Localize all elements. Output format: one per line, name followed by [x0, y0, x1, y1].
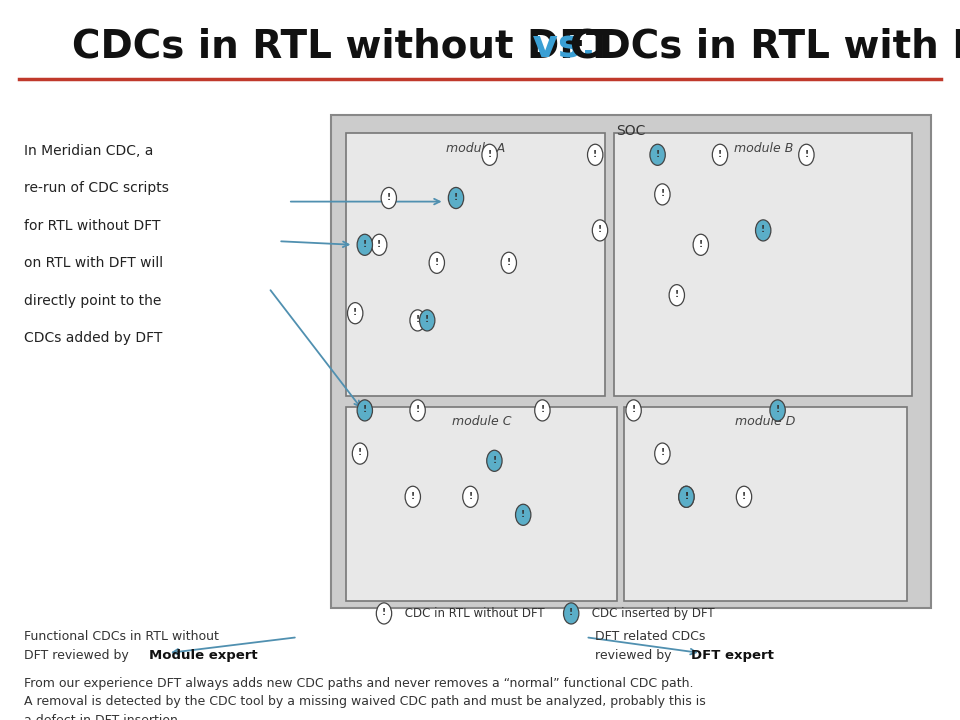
Ellipse shape	[650, 144, 665, 166]
Ellipse shape	[679, 486, 694, 508]
Text: Functional CDCs in RTL without: Functional CDCs in RTL without	[24, 630, 219, 643]
Ellipse shape	[736, 486, 752, 508]
Ellipse shape	[463, 486, 478, 508]
Ellipse shape	[410, 310, 425, 331]
Text: !: !	[488, 150, 492, 158]
Ellipse shape	[420, 310, 435, 331]
Text: DFT related CDCs: DFT related CDCs	[595, 630, 706, 643]
Text: for RTL without DFT: for RTL without DFT	[24, 219, 160, 233]
Text: !: !	[377, 240, 381, 248]
Ellipse shape	[357, 234, 372, 256]
Text: !: !	[804, 150, 808, 158]
Text: !: !	[569, 608, 573, 617]
Text: !: !	[699, 240, 703, 248]
Text: !: !	[468, 492, 472, 500]
Text: re-run of CDC scripts: re-run of CDC scripts	[24, 181, 169, 195]
Ellipse shape	[348, 302, 363, 324]
Ellipse shape	[588, 144, 603, 166]
Text: !: !	[454, 193, 458, 202]
Text: !: !	[358, 449, 362, 457]
Ellipse shape	[352, 443, 368, 464]
Text: !: !	[540, 405, 544, 414]
Text: !: !	[382, 608, 386, 617]
Text: !: !	[363, 405, 367, 414]
Text: !: !	[521, 510, 525, 518]
Text: !: !	[660, 189, 664, 198]
Text: module B: module B	[733, 142, 793, 155]
Ellipse shape	[429, 252, 444, 274]
Ellipse shape	[712, 144, 728, 166]
Text: !: !	[416, 315, 420, 324]
Ellipse shape	[669, 284, 684, 306]
Bar	[331, 115, 931, 608]
Text: !: !	[656, 150, 660, 158]
Text: module C: module C	[452, 415, 511, 428]
Ellipse shape	[592, 220, 608, 241]
Text: CDCs in RTL without DFT: CDCs in RTL without DFT	[72, 28, 612, 66]
Bar	[346, 133, 605, 396]
Ellipse shape	[770, 400, 785, 421]
Text: CDCs added by DFT: CDCs added by DFT	[24, 331, 162, 345]
Text: module A: module A	[445, 142, 505, 155]
Ellipse shape	[410, 400, 425, 421]
Text: From our experience DFT always adds new CDC paths and never removes a “normal” f: From our experience DFT always adds new …	[24, 677, 706, 720]
Text: !: !	[492, 456, 496, 464]
Text: vs.: vs.	[519, 28, 610, 66]
Ellipse shape	[626, 400, 641, 421]
Text: !: !	[675, 290, 679, 299]
Text: !: !	[598, 225, 602, 234]
Text: !: !	[425, 315, 429, 324]
Text: !: !	[416, 405, 420, 414]
Bar	[346, 407, 617, 601]
Text: !: !	[742, 492, 746, 500]
Ellipse shape	[564, 603, 579, 624]
Text: !: !	[660, 449, 664, 457]
Text: !: !	[684, 492, 688, 500]
Text: !: !	[593, 150, 597, 158]
Text: !: !	[761, 225, 765, 234]
Ellipse shape	[693, 234, 708, 256]
Text: !: !	[632, 405, 636, 414]
Ellipse shape	[482, 144, 497, 166]
Text: !: !	[411, 492, 415, 500]
Ellipse shape	[799, 144, 814, 166]
Text: SOC: SOC	[616, 124, 646, 138]
Text: CDC in RTL without DFT: CDC in RTL without DFT	[401, 607, 545, 620]
Text: !: !	[776, 405, 780, 414]
Text: !: !	[363, 240, 367, 248]
Text: In Meridian CDC, a: In Meridian CDC, a	[24, 144, 154, 158]
Ellipse shape	[501, 252, 516, 274]
Bar	[614, 133, 912, 396]
Ellipse shape	[357, 400, 372, 421]
Text: on RTL with DFT will: on RTL with DFT will	[24, 256, 163, 270]
Ellipse shape	[756, 220, 771, 241]
Ellipse shape	[655, 184, 670, 205]
Ellipse shape	[372, 234, 387, 256]
Text: !: !	[353, 308, 357, 317]
Text: !: !	[507, 258, 511, 266]
Ellipse shape	[679, 486, 694, 508]
Ellipse shape	[448, 187, 464, 209]
Text: !: !	[387, 193, 391, 202]
Ellipse shape	[405, 486, 420, 508]
Ellipse shape	[535, 400, 550, 421]
Text: DFT reviewed by: DFT reviewed by	[24, 649, 132, 662]
Text: directly point to the: directly point to the	[24, 294, 161, 307]
Text: !: !	[684, 492, 688, 500]
Text: CDCs in RTL with DFT: CDCs in RTL with DFT	[570, 28, 960, 66]
Ellipse shape	[376, 603, 392, 624]
Text: !: !	[718, 150, 722, 158]
Text: Module expert: Module expert	[149, 649, 257, 662]
Bar	[624, 407, 907, 601]
Ellipse shape	[381, 187, 396, 209]
Ellipse shape	[487, 450, 502, 472]
Text: module D: module D	[735, 415, 796, 428]
Text: DFT expert: DFT expert	[691, 649, 774, 662]
Text: CDC inserted by DFT: CDC inserted by DFT	[588, 607, 715, 620]
Text: !: !	[435, 258, 439, 266]
Text: reviewed by: reviewed by	[595, 649, 676, 662]
Ellipse shape	[516, 504, 531, 526]
Ellipse shape	[655, 443, 670, 464]
